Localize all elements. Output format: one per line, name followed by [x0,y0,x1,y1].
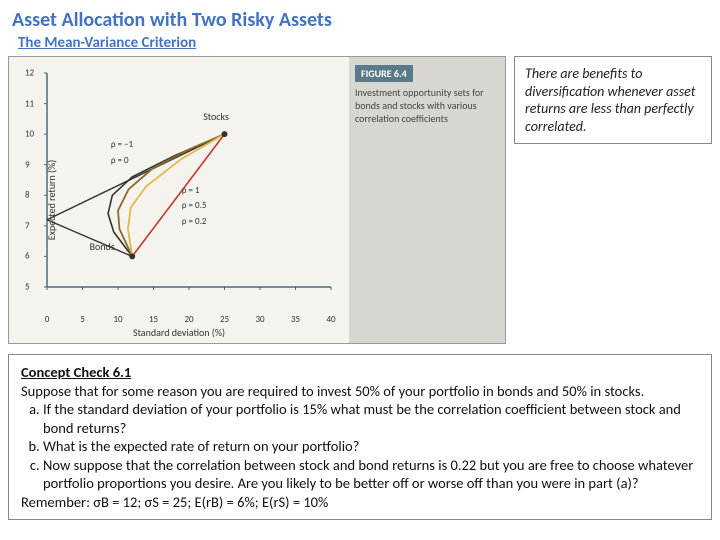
figure-caption: Investment opportunity sets for bonds an… [355,86,499,125]
concept-title: Concept Check 6.1 [21,363,131,381]
figure-label: FIGURE 6.4 [355,65,413,82]
concept-item-b: What is the expected rate of return on y… [43,437,699,456]
concept-check-box: Concept Check 6.1 Suppose that for some … [8,354,712,520]
concept-list: If the standard deviation of your portfo… [21,400,699,493]
callout-box: There are benefits to diversification wh… [514,56,712,144]
concept-item-a: If the standard deviation of your portfo… [43,400,699,437]
x-axis-label: Standard deviation (%) [133,326,225,339]
concept-remember: Remember: σB = 12; σS = 25; E(rB) = 6%; … [21,493,699,512]
figure-box: Expected return (%) Standard deviation (… [8,56,506,344]
concept-item-c: Now suppose that the correlation between… [43,456,699,493]
content-row: Expected return (%) Standard deviation (… [0,56,720,344]
chart-area: Expected return (%) Standard deviation (… [9,57,349,343]
page-title: Asset Allocation with Two Risky Assets [0,0,720,34]
figure-caption-area: FIGURE 6.4 Investment opportunity sets f… [349,57,505,343]
concept-intro: Suppose that for some reason you are req… [21,382,699,401]
page-subtitle: The Mean-Variance Criterion [0,34,720,56]
